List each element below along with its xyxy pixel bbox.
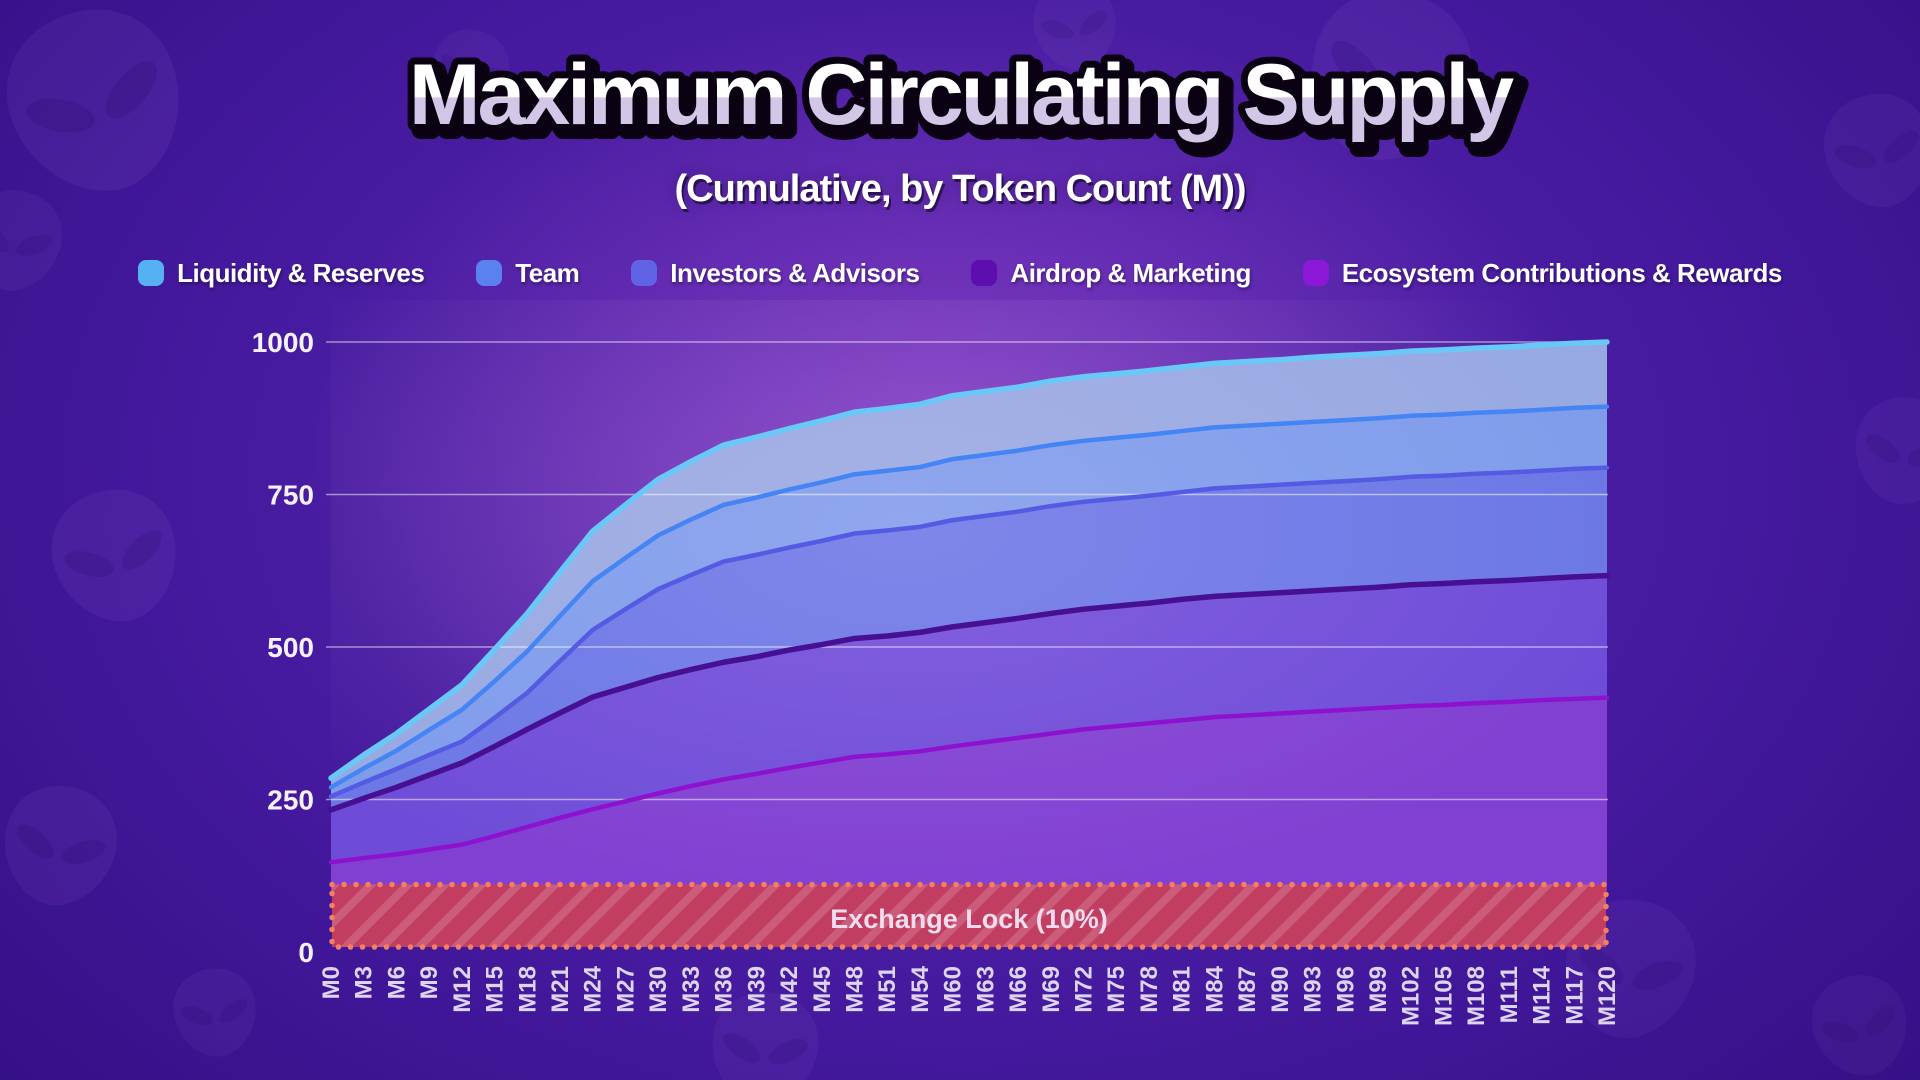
x-tick-label-M117: M117 (1561, 966, 1588, 1025)
x-tick-label-M90: M90 (1267, 966, 1294, 1013)
x-tick-label-M3: M3 (351, 966, 378, 999)
legend-label-airdrop: Airdrop & Marketing (1010, 257, 1251, 288)
x-tick-label-M99: M99 (1365, 966, 1392, 1013)
gridlines-layer (326, 341, 1608, 801)
x-tick-label-M93: M93 (1300, 966, 1327, 1013)
y-tick-label-250: 250 (267, 785, 314, 816)
legend-swatch-ecosystem-icon (1302, 260, 1329, 286)
x-tick-label-M48: M48 (841, 966, 868, 1013)
x-tick-label-M102: M102 (1398, 966, 1425, 1026)
page-title-shadow: Maximum Circulating Supply (415, 53, 1520, 149)
x-tick-label-M42: M42 (776, 966, 803, 1013)
x-tick-label-M63: M63 (972, 966, 999, 1013)
x-tick-label-M9: M9 (416, 966, 443, 999)
exchange-lock-stripes (332, 884, 1606, 947)
x-tick-label-M24: M24 (580, 965, 607, 1012)
x-tick-label-M78: M78 (1136, 966, 1163, 1013)
legend-item-liquidity: Liquidity & Reserves (138, 257, 425, 289)
x-tick-label-M114: M114 (1529, 965, 1556, 1024)
x-tick-label-M87: M87 (1234, 966, 1261, 1013)
x-tick-label-M6: M6 (383, 966, 410, 999)
x-tick-label-M15: M15 (482, 966, 509, 1013)
x-tick-label-M81: M81 (1169, 966, 1196, 1013)
x-tick-label-M108: M108 (1463, 966, 1490, 1026)
legend-item-team: Team (476, 257, 580, 289)
x-axis-tick-labels: M0 M3 M6 M9 M12 M15 M18 M21 M24 M27 M30 M33 M36 M39 M4… (318, 965, 1621, 1026)
x-tick-label-M72: M72 (1071, 966, 1098, 1013)
legend-label-team: Team (515, 257, 580, 288)
y-tick-label-0: 0 (298, 937, 314, 968)
x-tick-label-M33: M33 (678, 966, 705, 1013)
x-tick-label-M12: M12 (449, 966, 476, 1013)
legend-item-airdrop: Airdrop & Marketing (971, 257, 1251, 289)
legend-swatch-team-icon (476, 260, 503, 286)
x-tick-label-M21: M21 (547, 966, 574, 1013)
page-subtitle: (Cumulative, by Token Count (M)) (674, 168, 1246, 210)
legend-label-ecosystem: Ecosystem Contributions & Rewards (1341, 257, 1783, 288)
exchange-lock-dotted-border (329, 881, 1609, 950)
legend-item-ecosystem: Ecosystem Contributions & Rewards (1302, 257, 1783, 289)
legend-swatch-investors-icon (631, 260, 658, 286)
y-tick-label-500: 500 (267, 632, 314, 663)
x-tick-label-M84: M84 (1201, 965, 1228, 1012)
x-tick-label-M105: M105 (1430, 966, 1457, 1026)
x-tick-label-M111: M111 (1496, 966, 1523, 1023)
exchange-lock-label: Exchange Lock (10%) (830, 904, 1108, 934)
area-strokes-layer (328, 339, 1610, 865)
x-tick-label-M30: M30 (645, 966, 672, 1013)
y-tick-label-1000: 1000 (252, 327, 314, 358)
area-stroke-ecosystem (328, 695, 1610, 865)
x-tick-label-M27: M27 (612, 966, 639, 1013)
legend-swatch-liquidity-icon (138, 260, 165, 286)
x-tick-label-M51: M51 (874, 966, 901, 1013)
area-stroke-liquidity (328, 339, 1610, 781)
x-tick-label-M60: M60 (940, 966, 967, 1013)
x-tick-label-M54: M54 (907, 965, 934, 1012)
x-tick-label-M39: M39 (743, 966, 770, 1013)
exchange-lock-band (329, 881, 1609, 950)
area-stroke-team (328, 404, 1610, 790)
x-tick-label-M45: M45 (809, 966, 836, 1013)
y-tick-label-750: 750 (267, 480, 314, 511)
x-tick-label-M69: M69 (1038, 966, 1065, 1013)
x-tick-label-M120: M120 (1594, 966, 1621, 1026)
legend-label-investors: Investors & Advisors (670, 257, 920, 288)
x-tick-label-M75: M75 (1103, 966, 1130, 1013)
legend-item-investors: Investors & Advisors (631, 257, 920, 289)
area-stroke-airdrop (328, 572, 1610, 813)
x-tick-label-M0: M0 (318, 966, 345, 999)
y-axis-tick-labels: 0 250 500 750 1000 (252, 327, 314, 968)
x-tick-label-M36: M36 (711, 966, 738, 1013)
x-tick-label-M18: M18 (514, 966, 541, 1013)
legend-label-liquidity: Liquidity & Reserves (177, 257, 425, 288)
legend-swatch-airdrop-icon (971, 260, 998, 286)
chart-legend: Liquidity & Reserves Team Investors & Ad… (0, 250, 1920, 296)
title-block: Maximum Circulating Supply Maximum Circu… (402, 40, 1532, 158)
x-tick-label-M96: M96 (1332, 966, 1359, 1013)
x-tick-label-M66: M66 (1005, 966, 1032, 1013)
page-title: Maximum Circulating Supply (409, 47, 1514, 143)
area-stroke-investors (328, 465, 1610, 799)
